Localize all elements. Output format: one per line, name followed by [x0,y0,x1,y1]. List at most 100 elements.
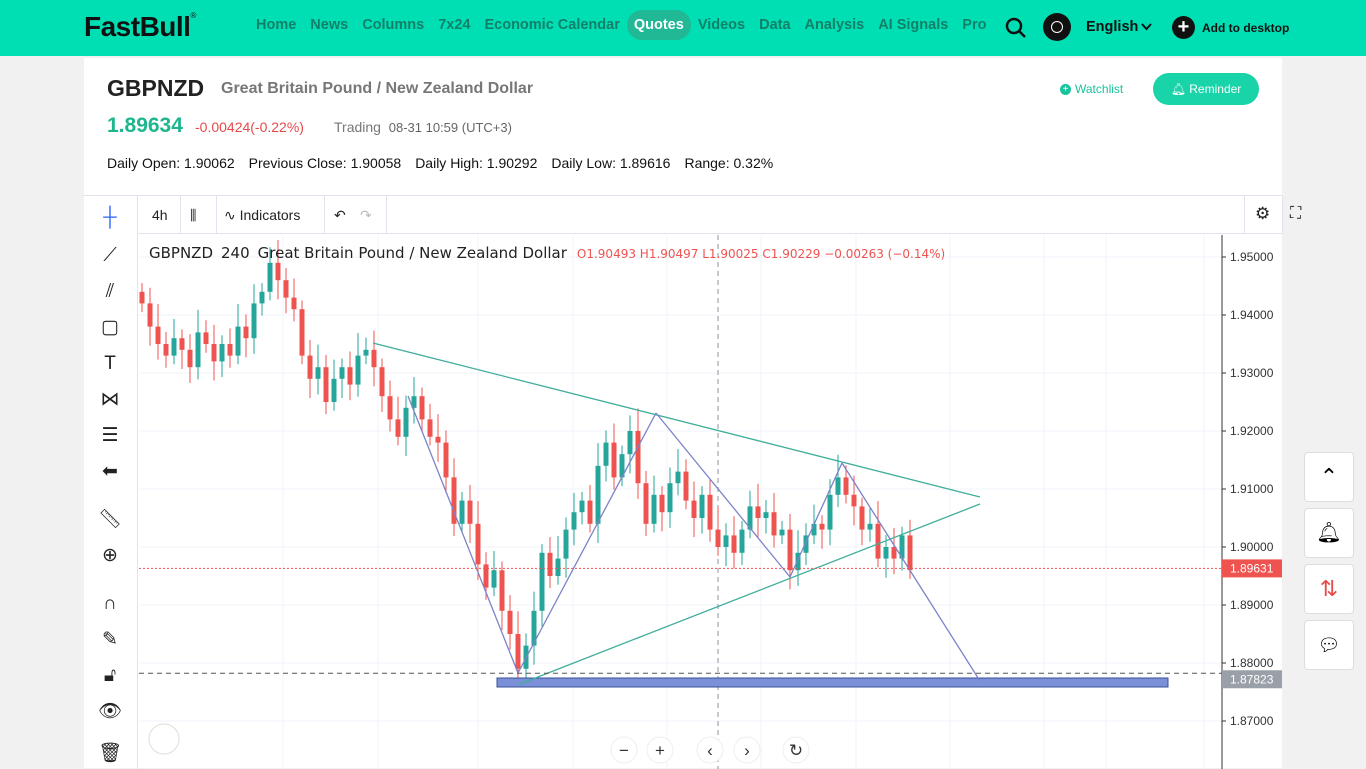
pattern-icon[interactable]: ⋈ [100,389,120,410]
price-chart[interactable]: 1.95000 1.94000 1.93000 1.92000 1.91000 1.900… [84,196,1282,769]
candle [459,500,465,524]
candle [803,535,809,553]
candle [835,477,841,495]
candle [707,494,713,530]
nav-item-home[interactable]: Home [256,17,297,33]
scroll-right-button[interactable] [733,736,761,764]
unlock-icon[interactable]: 🔓︎ [103,665,117,686]
support-zone [496,677,1169,688]
candle [811,523,817,536]
zoom-in-icon[interactable]: ⊕ [102,545,118,566]
scroll-top-button[interactable]: ⌃ [1304,452,1354,502]
interval-button[interactable]: 4h [152,207,168,223]
nav-item-analysis[interactable]: Analysis [804,17,865,33]
y-tick-label: 1.91000 [1230,482,1274,496]
candle-style-icon[interactable]: ⫼ [190,207,197,223]
y-tick-label: 1.89000 [1230,598,1274,612]
nav-item-videos[interactable]: Videos [697,17,746,33]
reset-icon: ↻ [789,741,803,760]
candle [843,477,849,495]
top-nav: FastBull® Home News Columns 7x24 Economic Ca… [0,0,1366,56]
nav-item-quotes[interactable]: Quotes [626,10,691,40]
undo-icon[interactable]: ↶ [334,207,346,223]
price-change: -0.00424(-0.22%) [195,119,304,135]
candle [667,483,673,513]
indicators-label: Indicators [239,207,301,223]
candle [163,344,169,356]
candle [491,570,497,588]
prediction-icon[interactable]: ☰ [101,425,119,446]
candle [731,535,737,553]
nav-item-news[interactable]: News [310,17,349,33]
nav-item-ai-signals[interactable]: AI Signals [878,17,949,33]
candle [171,338,177,356]
candle [531,610,537,646]
trendline-icon[interactable]: ⟋ [103,245,117,266]
fullscreen-icon[interactable]: ⛶ [1290,205,1302,222]
plus-icon: + [1060,83,1071,95]
candle [307,355,313,379]
trade-icon[interactable]: ⇅ [1304,564,1354,614]
legend-symbol: GBPNZD [149,244,213,262]
candle [619,454,625,478]
candle [867,523,873,530]
crosshair-icon[interactable]: ┼ [103,207,117,228]
candle [747,506,753,530]
watchlist-button[interactable]: + Watchlist [1060,82,1123,96]
candle [291,297,297,310]
fastbull-logo[interactable]: FastBull® [84,11,196,42]
nav-item-columns[interactable]: Columns [362,17,425,33]
candle [435,436,441,443]
pattern-leg [407,395,519,674]
candle [723,535,729,547]
candle [147,303,153,327]
reminder-button[interactable]: 🔔︎ Reminder [1153,73,1259,105]
daily-open: Daily Open: 1.90062 [107,155,235,171]
ruler-icon[interactable]: 📏︎ [98,509,123,530]
candle [283,280,289,298]
candle [851,494,857,507]
drawing-toolbar: ┼ ⟋ ⫽ ▢ T ⋈ ☰ ⬅ 📏︎ ⊕ ∩ ✎ 🔓︎ 👁︎ 🗑︎ [84,196,138,769]
fib-icon[interactable]: ⫽ [105,281,115,302]
candle [179,338,185,350]
rectangle-icon[interactable]: ▢ [101,317,119,338]
previous-close: Previous Close: 1.90058 [248,155,402,171]
text-icon[interactable]: T [104,353,116,374]
nav-item-economic-calendar[interactable]: Economic Calendar [484,17,620,33]
search-icon[interactable] [1005,17,1027,39]
eye-icon[interactable]: 👁︎ [98,701,123,722]
candle [379,367,385,397]
zoom-in-button[interactable] [646,736,674,764]
settings-icon[interactable]: ⚙ [1255,204,1271,223]
reset-button[interactable] [782,736,810,764]
redo-icon[interactable]: ↷ [360,207,372,223]
candle [211,344,217,362]
magnet-icon[interactable]: ∩ [103,593,117,614]
nav-item-pro[interactable]: Pro [962,17,987,33]
indicators-button[interactable]: ∿ Indicators [224,207,300,224]
candle [827,494,833,530]
bell-icon[interactable]: 🔔︎ [1304,508,1354,558]
y-tick-label: 1.88000 [1230,656,1274,670]
user-avatar[interactable] [1043,13,1071,41]
y-tick-label: 1.87000 [1230,714,1274,728]
candle [795,552,801,571]
language-select[interactable]: English [1086,19,1153,35]
trash-icon[interactable]: 🗑︎ [98,743,123,764]
candle [187,349,193,368]
range: Range: 0.32% [684,155,774,171]
symbol: GBPNZD [107,75,205,101]
feedback-icon[interactable]: 💬︎ [1304,620,1354,670]
candle [475,523,481,565]
scroll-left-button[interactable] [696,736,724,764]
candle [251,303,257,339]
candle [219,344,225,362]
add-to-desktop-button[interactable]: + Add to desktop [1172,16,1289,39]
nav-item-7x24[interactable]: 7x24 [438,17,471,33]
candle [339,367,345,379]
zoom-out-button[interactable] [610,736,638,764]
watchlist-label: Watchlist [1075,82,1124,96]
arrow-left-icon[interactable]: ⬅ [102,461,118,482]
pencil-lock-icon[interactable]: ✎ [102,629,118,650]
nav-item-data[interactable]: Data [759,17,791,33]
